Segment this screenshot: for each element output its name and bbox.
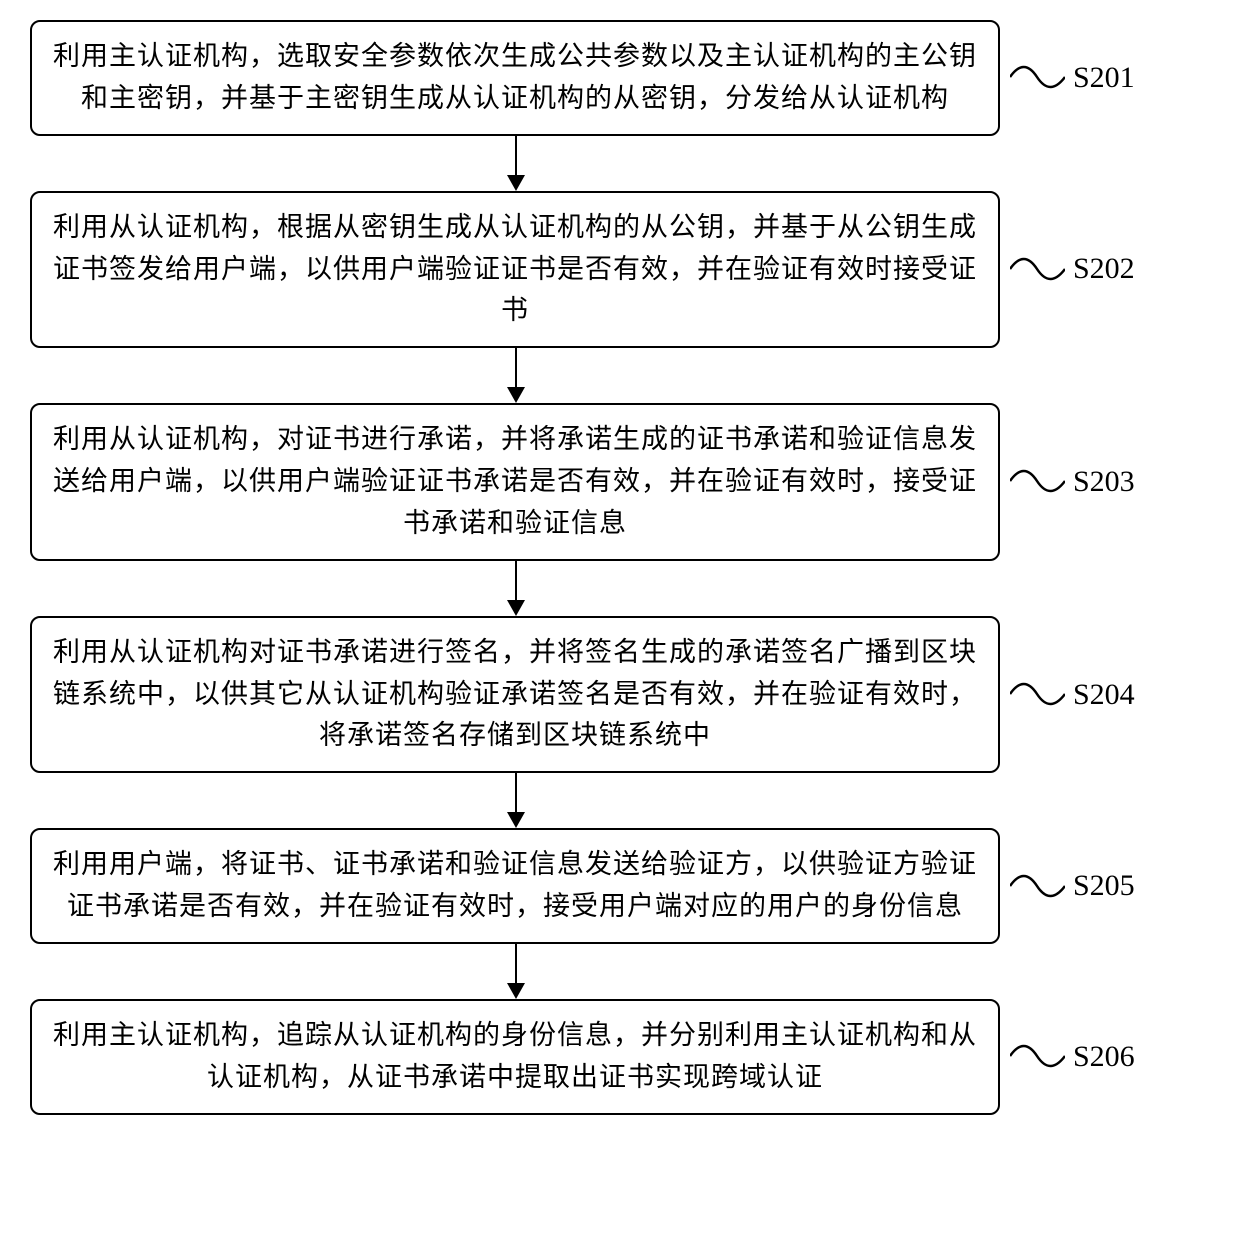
step-text: 利用从认证机构，根据从密钥生成从认证机构的从公钥，并基于从公钥生成证书签发给用户… bbox=[53, 212, 977, 326]
wave-connector-icon bbox=[1010, 252, 1065, 287]
arrow-line bbox=[515, 944, 518, 983]
step-row-4: 利用从认证机构对证书承诺进行签名，并将签名生成的承诺签名广播到区块链系统中，以供… bbox=[30, 616, 1210, 774]
step-label-s201: S201 bbox=[1010, 60, 1135, 95]
step-text: 利用主认证机构，追踪从认证机构的身份信息，并分别利用主认证机构和从认证机构，从证… bbox=[53, 1020, 977, 1092]
step-id: S205 bbox=[1073, 869, 1135, 903]
arrow-line bbox=[515, 773, 518, 812]
step-row-2: 利用从认证机构，根据从密钥生成从认证机构的从公钥，并基于从公钥生成证书签发给用户… bbox=[30, 191, 1210, 349]
arrow-connector bbox=[507, 136, 525, 191]
step-label-s202: S202 bbox=[1010, 252, 1135, 287]
step-box-s203: 利用从认证机构，对证书进行承诺，并将承诺生成的证书承诺和验证信息发送给用户端，以… bbox=[30, 403, 1000, 561]
step-id: S201 bbox=[1073, 61, 1135, 95]
step-row-1: 利用主认证机构，选取安全参数依次生成公共参数以及主认证机构的主公钥和主密钥，并基… bbox=[30, 20, 1210, 136]
step-label-s203: S203 bbox=[1010, 464, 1135, 499]
arrow-head-icon bbox=[507, 983, 525, 999]
step-box-s201: 利用主认证机构，选取安全参数依次生成公共参数以及主认证机构的主公钥和主密钥，并基… bbox=[30, 20, 1000, 136]
arrow-connector bbox=[507, 773, 525, 828]
step-row-6: 利用主认证机构，追踪从认证机构的身份信息，并分别利用主认证机构和从认证机构，从证… bbox=[30, 999, 1210, 1115]
arrow-head-icon bbox=[507, 387, 525, 403]
step-id: S204 bbox=[1073, 678, 1135, 712]
step-text: 利用主认证机构，选取安全参数依次生成公共参数以及主认证机构的主公钥和主密钥，并基… bbox=[53, 41, 977, 113]
step-text: 利用用户端，将证书、证书承诺和验证信息发送给验证方，以供验证方验证证书承诺是否有… bbox=[53, 849, 977, 921]
arrow-line bbox=[515, 136, 518, 175]
wave-connector-icon bbox=[1010, 869, 1065, 904]
step-box-s205: 利用用户端，将证书、证书承诺和验证信息发送给验证方，以供验证方验证证书承诺是否有… bbox=[30, 828, 1000, 944]
step-box-s202: 利用从认证机构，根据从密钥生成从认证机构的从公钥，并基于从公钥生成证书签发给用户… bbox=[30, 191, 1000, 349]
wave-connector-icon bbox=[1010, 677, 1065, 712]
step-id: S203 bbox=[1073, 465, 1135, 499]
step-text: 利用从认证机构对证书承诺进行签名，并将签名生成的承诺签名广播到区块链系统中，以供… bbox=[53, 637, 977, 751]
step-id: S206 bbox=[1073, 1040, 1135, 1074]
arrow-line bbox=[515, 561, 518, 600]
arrow-head-icon bbox=[507, 812, 525, 828]
arrow-head-icon bbox=[507, 175, 525, 191]
arrow-connector bbox=[507, 348, 525, 403]
arrow-head-icon bbox=[507, 600, 525, 616]
step-label-s205: S205 bbox=[1010, 869, 1135, 904]
arrow-connector bbox=[507, 944, 525, 999]
step-label-s204: S204 bbox=[1010, 677, 1135, 712]
wave-connector-icon bbox=[1010, 464, 1065, 499]
step-box-s206: 利用主认证机构，追踪从认证机构的身份信息，并分别利用主认证机构和从认证机构，从证… bbox=[30, 999, 1000, 1115]
step-id: S202 bbox=[1073, 252, 1135, 286]
step-row-3: 利用从认证机构，对证书进行承诺，并将承诺生成的证书承诺和验证信息发送给用户端，以… bbox=[30, 403, 1210, 561]
step-label-s206: S206 bbox=[1010, 1039, 1135, 1074]
step-box-s204: 利用从认证机构对证书承诺进行签名，并将签名生成的承诺签名广播到区块链系统中，以供… bbox=[30, 616, 1000, 774]
flowchart-container: 利用主认证机构，选取安全参数依次生成公共参数以及主认证机构的主公钥和主密钥，并基… bbox=[30, 20, 1210, 1115]
step-row-5: 利用用户端，将证书、证书承诺和验证信息发送给验证方，以供验证方验证证书承诺是否有… bbox=[30, 828, 1210, 944]
step-text: 利用从认证机构，对证书进行承诺，并将承诺生成的证书承诺和验证信息发送给用户端，以… bbox=[53, 424, 977, 538]
wave-connector-icon bbox=[1010, 1039, 1065, 1074]
wave-connector-icon bbox=[1010, 60, 1065, 95]
arrow-connector bbox=[507, 561, 525, 616]
arrow-line bbox=[515, 348, 518, 387]
